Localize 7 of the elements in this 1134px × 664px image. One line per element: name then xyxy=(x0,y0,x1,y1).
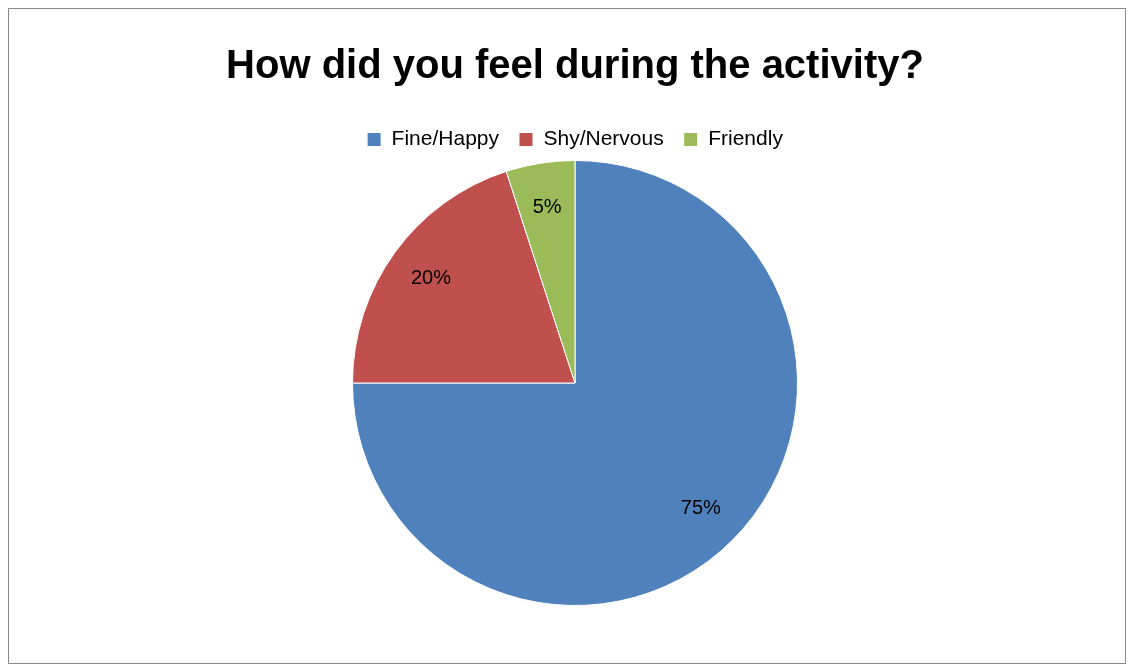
legend-label: Fine/Happy xyxy=(391,126,500,150)
legend-label: Friendly xyxy=(708,126,784,150)
data-label: 5% xyxy=(532,194,562,217)
legend-label: Shy/Nervous xyxy=(543,126,664,150)
data-label: 75% xyxy=(680,496,722,519)
data-label: 20% xyxy=(410,265,452,288)
chart-title: How did you feel during the activity? xyxy=(226,42,924,87)
